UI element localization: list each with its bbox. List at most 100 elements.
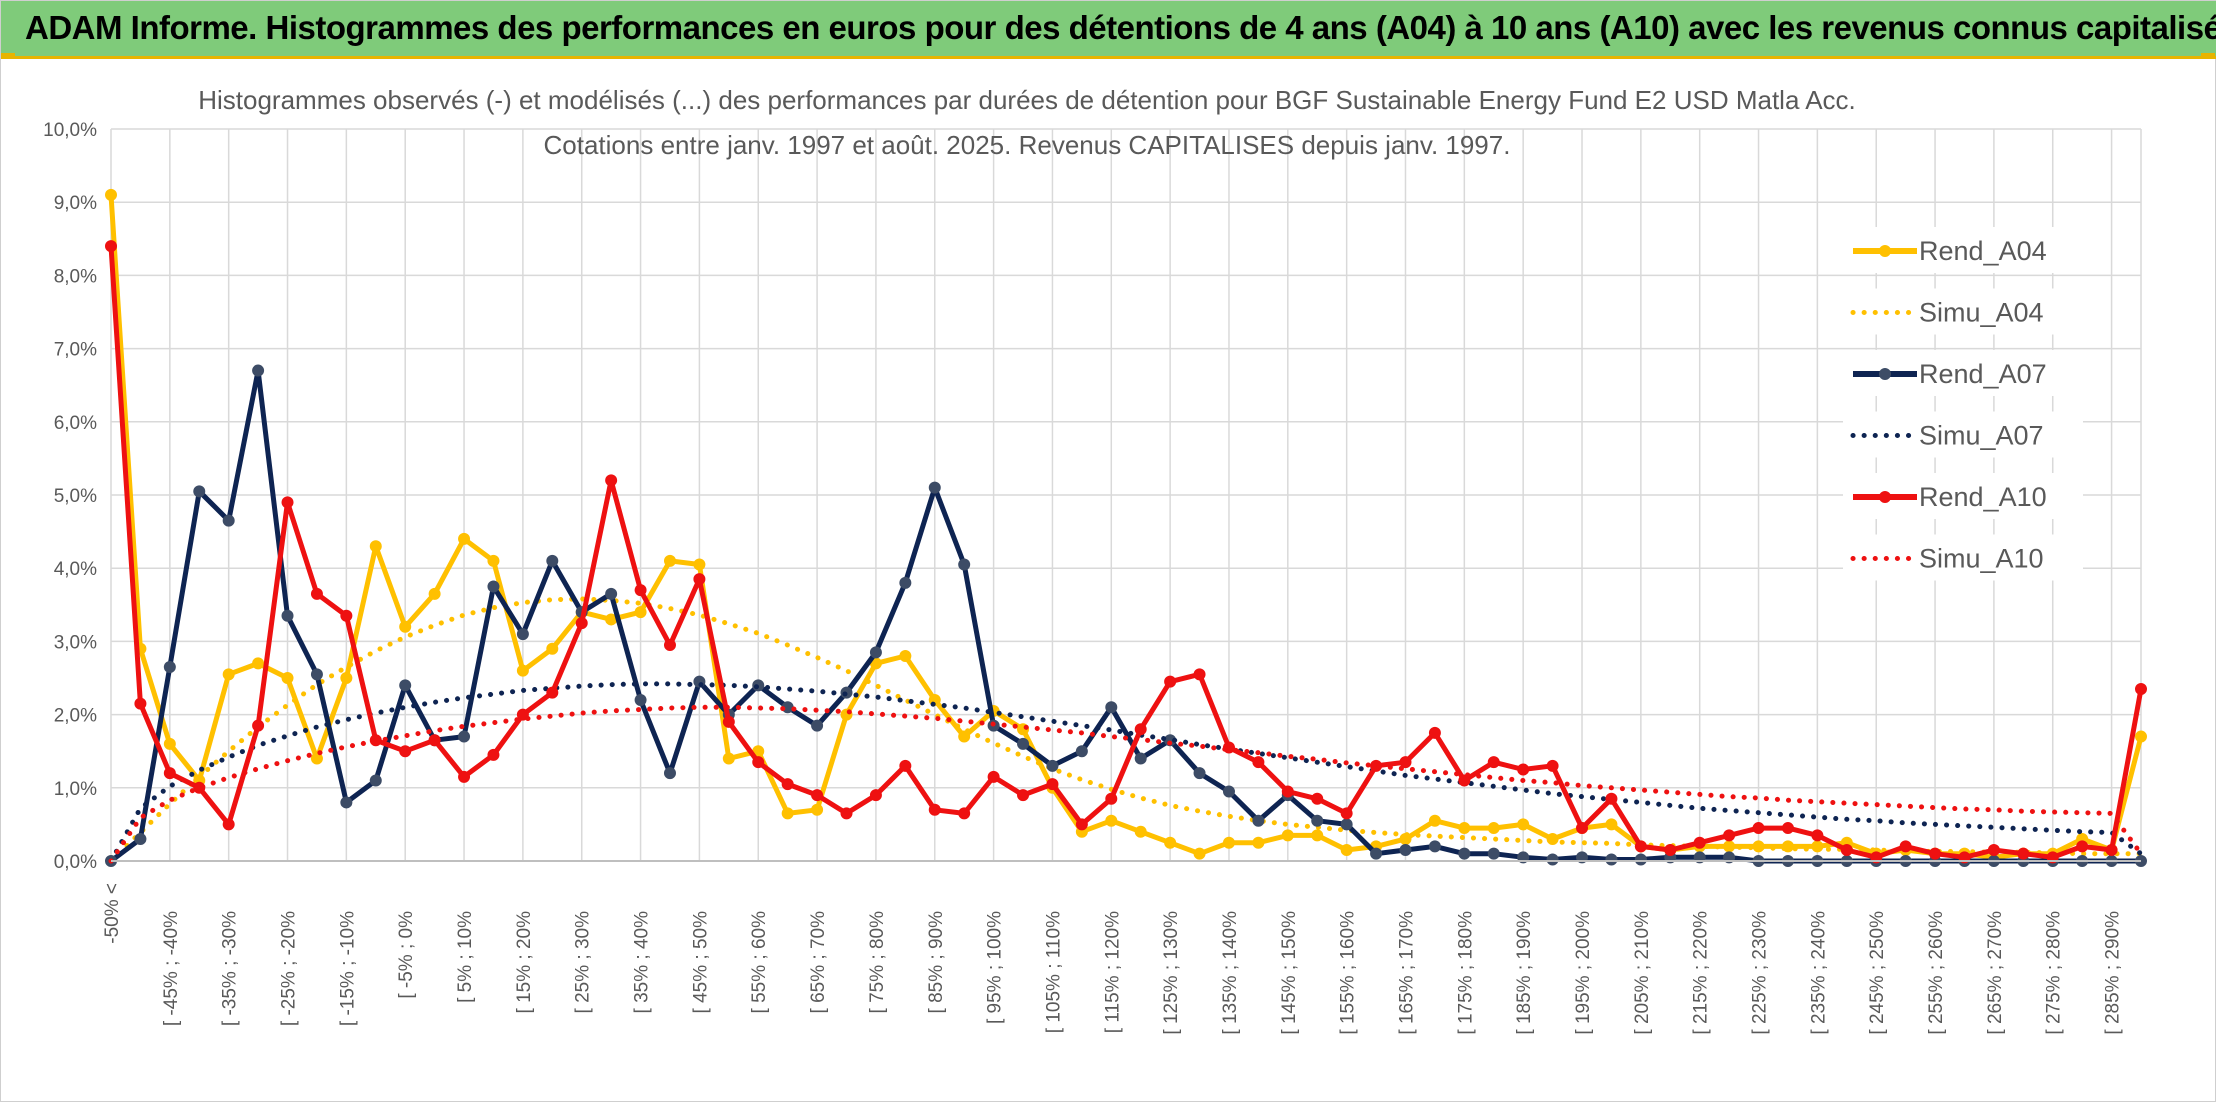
data-point (546, 686, 559, 699)
data-point (1752, 822, 1765, 835)
series-rend-a10 (105, 240, 2147, 864)
data-point (958, 730, 971, 743)
data-point (1517, 763, 1530, 776)
data-point (2135, 730, 2147, 743)
data-point (1458, 822, 1471, 835)
data-point (634, 606, 647, 619)
x-tick-label: [ 255% ; 260% (1926, 911, 1947, 1035)
data-point (899, 759, 912, 772)
data-point (487, 554, 500, 567)
x-tick-label: [ 65% ; 70% (808, 911, 829, 1014)
data-point (2135, 682, 2147, 695)
data-point (1634, 840, 1647, 853)
x-tick-label: [ 285% ; 290% (2103, 911, 2124, 1035)
data-point (1311, 814, 1324, 827)
data-point (1546, 853, 1559, 866)
data-point (340, 609, 353, 622)
data-point (1017, 789, 1030, 802)
x-tick-label: -50% < (102, 883, 123, 944)
data-point (1458, 774, 1471, 787)
data-point (1399, 756, 1412, 769)
series-line (108, 245, 2144, 860)
data-point (1164, 675, 1177, 688)
x-tick-label: [ 245% ; 250% (1867, 911, 1888, 1035)
data-point (781, 807, 794, 820)
data-point (693, 573, 706, 586)
data-point (134, 833, 147, 846)
data-point (516, 628, 529, 641)
chart-title-line-1: Histogrammes observés (-) et modélisés (… (198, 85, 1856, 115)
data-point (1340, 844, 1353, 857)
grid-layer (110, 128, 2142, 862)
data-point (487, 580, 500, 593)
data-point (1311, 829, 1324, 842)
data-point (1105, 701, 1118, 714)
data-point (222, 668, 235, 681)
legend-item-simu-a07: Simu_A07 (1843, 411, 2083, 458)
data-point (958, 807, 971, 820)
data-point (163, 737, 176, 750)
data-point (1193, 767, 1206, 780)
data-point (1105, 792, 1118, 805)
data-point (2017, 847, 2030, 860)
data-point (1517, 818, 1530, 831)
data-point (1428, 726, 1441, 739)
data-point (458, 532, 471, 545)
data-point (487, 748, 500, 761)
x-tick-label: [ 25% ; 30% (573, 911, 594, 1014)
y-tick-label: 7,0% (54, 340, 97, 361)
data-point (193, 485, 206, 498)
y-tick-label: 2,0% (54, 706, 97, 727)
legend-label: Rend_A07 (1919, 359, 2047, 389)
data-point (1134, 752, 1147, 765)
data-point (1105, 814, 1118, 827)
data-point (781, 778, 794, 791)
data-point (281, 672, 294, 684)
x-tick-label: [ 35% ; 40% (632, 911, 653, 1014)
data-point (722, 715, 735, 728)
data-point (516, 664, 529, 677)
x-tick-label: [ 145% ; 150% (1279, 911, 1300, 1035)
data-point (458, 730, 471, 743)
data-point (1340, 807, 1353, 820)
data-point (811, 803, 824, 816)
x-tick-label: [ 45% ; 50% (690, 911, 711, 1014)
chart-title: Histogrammes observés (-) et modélisés (… (198, 85, 1856, 160)
data-point (1193, 847, 1206, 860)
x-tick-label: [ -25% ; -20% (279, 911, 300, 1026)
data-point (605, 474, 618, 487)
data-point (722, 752, 735, 765)
x-tick-label: [ 125% ; 130% (1161, 911, 1182, 1035)
data-point (899, 650, 912, 663)
series-rend-a07 (105, 364, 2147, 867)
data-point (1017, 737, 1030, 750)
title-banner: ADAM Informe. Histogrammes des performan… (1, 1, 2216, 59)
legend-item-bg (1843, 411, 2083, 458)
data-point (399, 679, 412, 692)
data-point (987, 770, 1000, 783)
data-point (369, 774, 382, 787)
data-point (811, 789, 824, 802)
data-point (516, 708, 529, 721)
data-point (222, 514, 235, 527)
data-point (252, 719, 265, 732)
data-point (1605, 818, 1618, 831)
y-tick-label: 10,0% (43, 120, 97, 141)
x-tick-label: [ 265% ; 270% (1985, 911, 2006, 1035)
data-point (752, 756, 765, 769)
data-point (1222, 836, 1235, 849)
y-tick-label: 8,0% (54, 266, 97, 287)
data-point (1605, 853, 1618, 866)
data-point (399, 745, 412, 758)
legend-label: Simu_A04 (1919, 298, 2044, 328)
data-point (1252, 756, 1265, 769)
data-point (1252, 836, 1265, 849)
data-point (1605, 792, 1618, 805)
x-tick-label: [ 95% ; 100% (985, 911, 1006, 1024)
data-point (1576, 822, 1589, 835)
series-line (108, 681, 2144, 864)
data-point (1487, 847, 1500, 860)
data-point (840, 807, 853, 820)
legend-label: Rend_A04 (1919, 236, 2047, 266)
data-point (428, 587, 441, 600)
